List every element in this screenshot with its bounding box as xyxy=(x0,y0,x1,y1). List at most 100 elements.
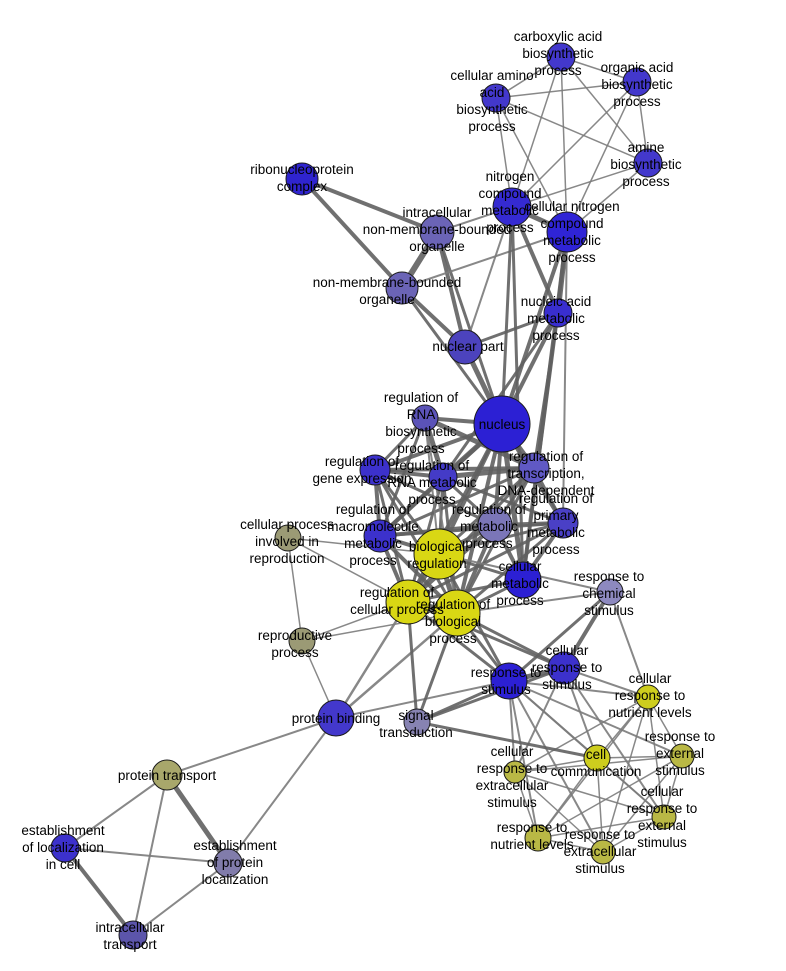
node-label-response_external: response to external stimulus xyxy=(645,729,716,778)
node-response_nutrient[interactable] xyxy=(524,824,552,852)
node-label-response_nutrient: response to nutrient levels xyxy=(490,820,574,852)
node-response_external[interactable] xyxy=(669,743,695,769)
edge-protein_binding--reg_biological_process xyxy=(334,611,459,720)
edge-protein_binding--protein_transport xyxy=(166,717,337,776)
node-biological_regulation[interactable] xyxy=(413,528,465,580)
node-label-protein_binding: protein binding xyxy=(292,711,381,726)
node-label-est_protein_localization: establishment of protein localization xyxy=(193,838,277,887)
edge-intracellular_nmb_organelle--nuclear_part xyxy=(435,230,467,349)
edge-cellular_process_reproduction--reg_cellular_process xyxy=(287,537,409,603)
edge-intracellular_nmb_organelle--nucleus xyxy=(435,230,504,426)
edge-nitrogen_compound_metabolic--cellular_metabolic xyxy=(510,205,525,582)
node-cellular_process_reproduction[interactable] xyxy=(274,524,302,552)
node-cellular_amino_acid_biosynthetic[interactable] xyxy=(481,83,511,113)
node-protein_transport[interactable] xyxy=(151,759,183,791)
node-nucleus[interactable] xyxy=(473,395,531,453)
edge-cellular_amino_acid_biosynthetic--amine_biosynthetic xyxy=(495,97,649,164)
node-reg_gene_expression[interactable] xyxy=(359,454,391,486)
node-label-signal_transduction: signal transduction xyxy=(379,708,453,740)
edge-nmb_organelle--cellular_nitrogen_compound_metabolic xyxy=(401,231,568,289)
node-label-nucleus: nucleus xyxy=(479,417,526,432)
node-label-response_chemical: response to chemical stimulus xyxy=(574,569,645,618)
edge-cell_communication--signal_transduction xyxy=(415,720,599,760)
node-cellular_response_external[interactable] xyxy=(651,804,677,830)
node-reg_rna_metabolic[interactable] xyxy=(428,462,458,492)
node-label-nuclear_part: nuclear part xyxy=(432,339,504,354)
node-protein_binding[interactable] xyxy=(317,699,355,737)
edge-cell_communication--response_extracellular xyxy=(596,757,604,853)
label-layer: carboxylic acid biosynthetic process organi… xyxy=(21,29,715,952)
node-nmb_organelle[interactable] xyxy=(385,271,419,305)
node-reg_transcription[interactable] xyxy=(518,452,550,484)
edge-response_stimulus--response_chemical xyxy=(507,590,612,683)
edge-cellular_response_external--response_nutrient xyxy=(537,816,665,839)
node-label-reg_rna_metabolic: regulation of RNA metabolic process xyxy=(387,458,477,507)
node-amine_biosynthetic[interactable] xyxy=(633,148,663,178)
node-est_localization_cell[interactable] xyxy=(50,833,80,863)
node-response_chemical[interactable] xyxy=(596,578,624,606)
edge-protein_transport--est_protein_localization xyxy=(164,772,231,866)
node-label-response_extracellular: response to extracellular stimulus xyxy=(564,827,637,876)
node-intracellular_transport[interactable] xyxy=(118,920,148,950)
node-reg_macromolecule_metabolic[interactable] xyxy=(363,519,397,553)
node-label-cellular_response_extracellular: cellular response to extracellular stimulus xyxy=(476,744,549,810)
node-label-nitrogen_compound_metabolic: nitrogen compound metabolic process xyxy=(478,169,541,235)
node-label-reg_rna_biosynthetic: regulation of RNA biosynthetic process xyxy=(384,390,459,456)
edge-reg_transcription--reg_rna_biosynthetic xyxy=(422,415,537,471)
node-cellular_metabolic[interactable] xyxy=(504,561,542,599)
node-label-reg_macromolecule_metabolic: regulation of macromolecule metabolic proce… xyxy=(327,502,419,568)
edge-response_stimulus--response_nutrient xyxy=(508,680,539,839)
node-reg_rna_biosynthetic[interactable] xyxy=(411,404,439,432)
node-nuclear_part[interactable] xyxy=(447,329,483,365)
node-label-carboxylic_acid_biosynthetic: carboxylic acid biosynthetic process xyxy=(514,29,603,78)
edge-amine_biosynthetic--nitrogen_compound_metabolic xyxy=(511,162,649,208)
node-nitrogen_compound_metabolic[interactable] xyxy=(492,187,532,227)
node-organic_acid_biosynthetic[interactable] xyxy=(622,67,652,97)
edge-response_stimulus--response_external xyxy=(508,680,683,757)
node-label-reg_transcription: regulation of transcription, DNA-dependent xyxy=(498,449,595,498)
edge-cellular_response_nutrient--cellular_response_extracellular xyxy=(514,696,649,773)
edge-reg_gene_expression--reg_biological_process xyxy=(373,468,459,615)
node-label-reg_biological_process: regulation of biological process xyxy=(416,597,491,646)
node-label-intracellular_transport: intracellular transport xyxy=(95,920,165,952)
node-cellular_response_extracellular[interactable] xyxy=(503,760,527,784)
edge-organic_acid_biosynthetic--cellular_amino_acid_biosynthetic xyxy=(495,81,638,99)
node-ribonucleoprotein_complex[interactable] xyxy=(285,162,319,196)
node-est_protein_localization[interactable] xyxy=(213,848,243,878)
node-reg_primary_metabolic[interactable] xyxy=(547,507,579,539)
node-label-reg_metabolic: regulation of metabolic process xyxy=(452,502,527,551)
node-label-reg_primary_metabolic: regulation of primary metabolic process xyxy=(519,491,594,557)
edge-carboxylic_acid_biosynthetic--nitrogen_compound_metabolic xyxy=(511,56,562,208)
node-reg_cellular_process[interactable] xyxy=(385,579,431,625)
edge-response_chemical--reg_biological_process xyxy=(456,591,611,614)
node-nucleic_acid_metabolic[interactable] xyxy=(543,298,573,328)
edge-cellular_response_stimulus--cellular_response_extracellular xyxy=(514,667,565,773)
node-reproductive_process[interactable] xyxy=(288,627,316,655)
edge-est_localization_cell--est_protein_localization xyxy=(64,847,229,864)
node-response_extracellular[interactable] xyxy=(590,839,616,865)
node-label-protein_transport: protein transport xyxy=(118,768,217,783)
node-label-nucleic_acid_metabolic: nucleic acid metabolic process xyxy=(521,294,592,343)
node-carboxylic_acid_biosynthetic[interactable] xyxy=(546,42,576,72)
node-reg_metabolic[interactable] xyxy=(477,507,513,543)
node-cell_communication[interactable] xyxy=(583,744,611,772)
edge-cell_communication--response_nutrient xyxy=(537,757,598,839)
node-layer xyxy=(50,42,695,950)
edge-cell_communication--cellular_response_external xyxy=(596,757,665,818)
node-reg_biological_process[interactable] xyxy=(433,589,481,637)
node-label-amine_biosynthetic: amine biosynthetic process xyxy=(610,140,682,189)
node-cellular_nitrogen_compound_metabolic[interactable] xyxy=(546,211,588,253)
node-cellular_response_nutrient[interactable] xyxy=(635,684,661,710)
node-signal_transduction[interactable] xyxy=(403,708,431,736)
edge-response_stimulus--protein_binding xyxy=(335,680,510,719)
node-label-cellular_process_reproduction: cellular process involved in reproduction xyxy=(240,517,334,566)
node-label-cellular_response_nutrient: cellular response to nutrient levels xyxy=(608,671,692,720)
node-cellular_response_stimulus[interactable] xyxy=(547,651,581,685)
node-response_stimulus[interactable] xyxy=(490,662,528,700)
edge-ribonucleoprotein_complex--intracellular_nmb_organelle xyxy=(300,177,439,234)
edge-reproductive_process--reg_biological_process xyxy=(301,612,458,642)
node-intracellular_nmb_organelle[interactable] xyxy=(419,214,455,250)
edge-nucleic_acid_metabolic--reg_rna_metabolic xyxy=(441,311,560,479)
